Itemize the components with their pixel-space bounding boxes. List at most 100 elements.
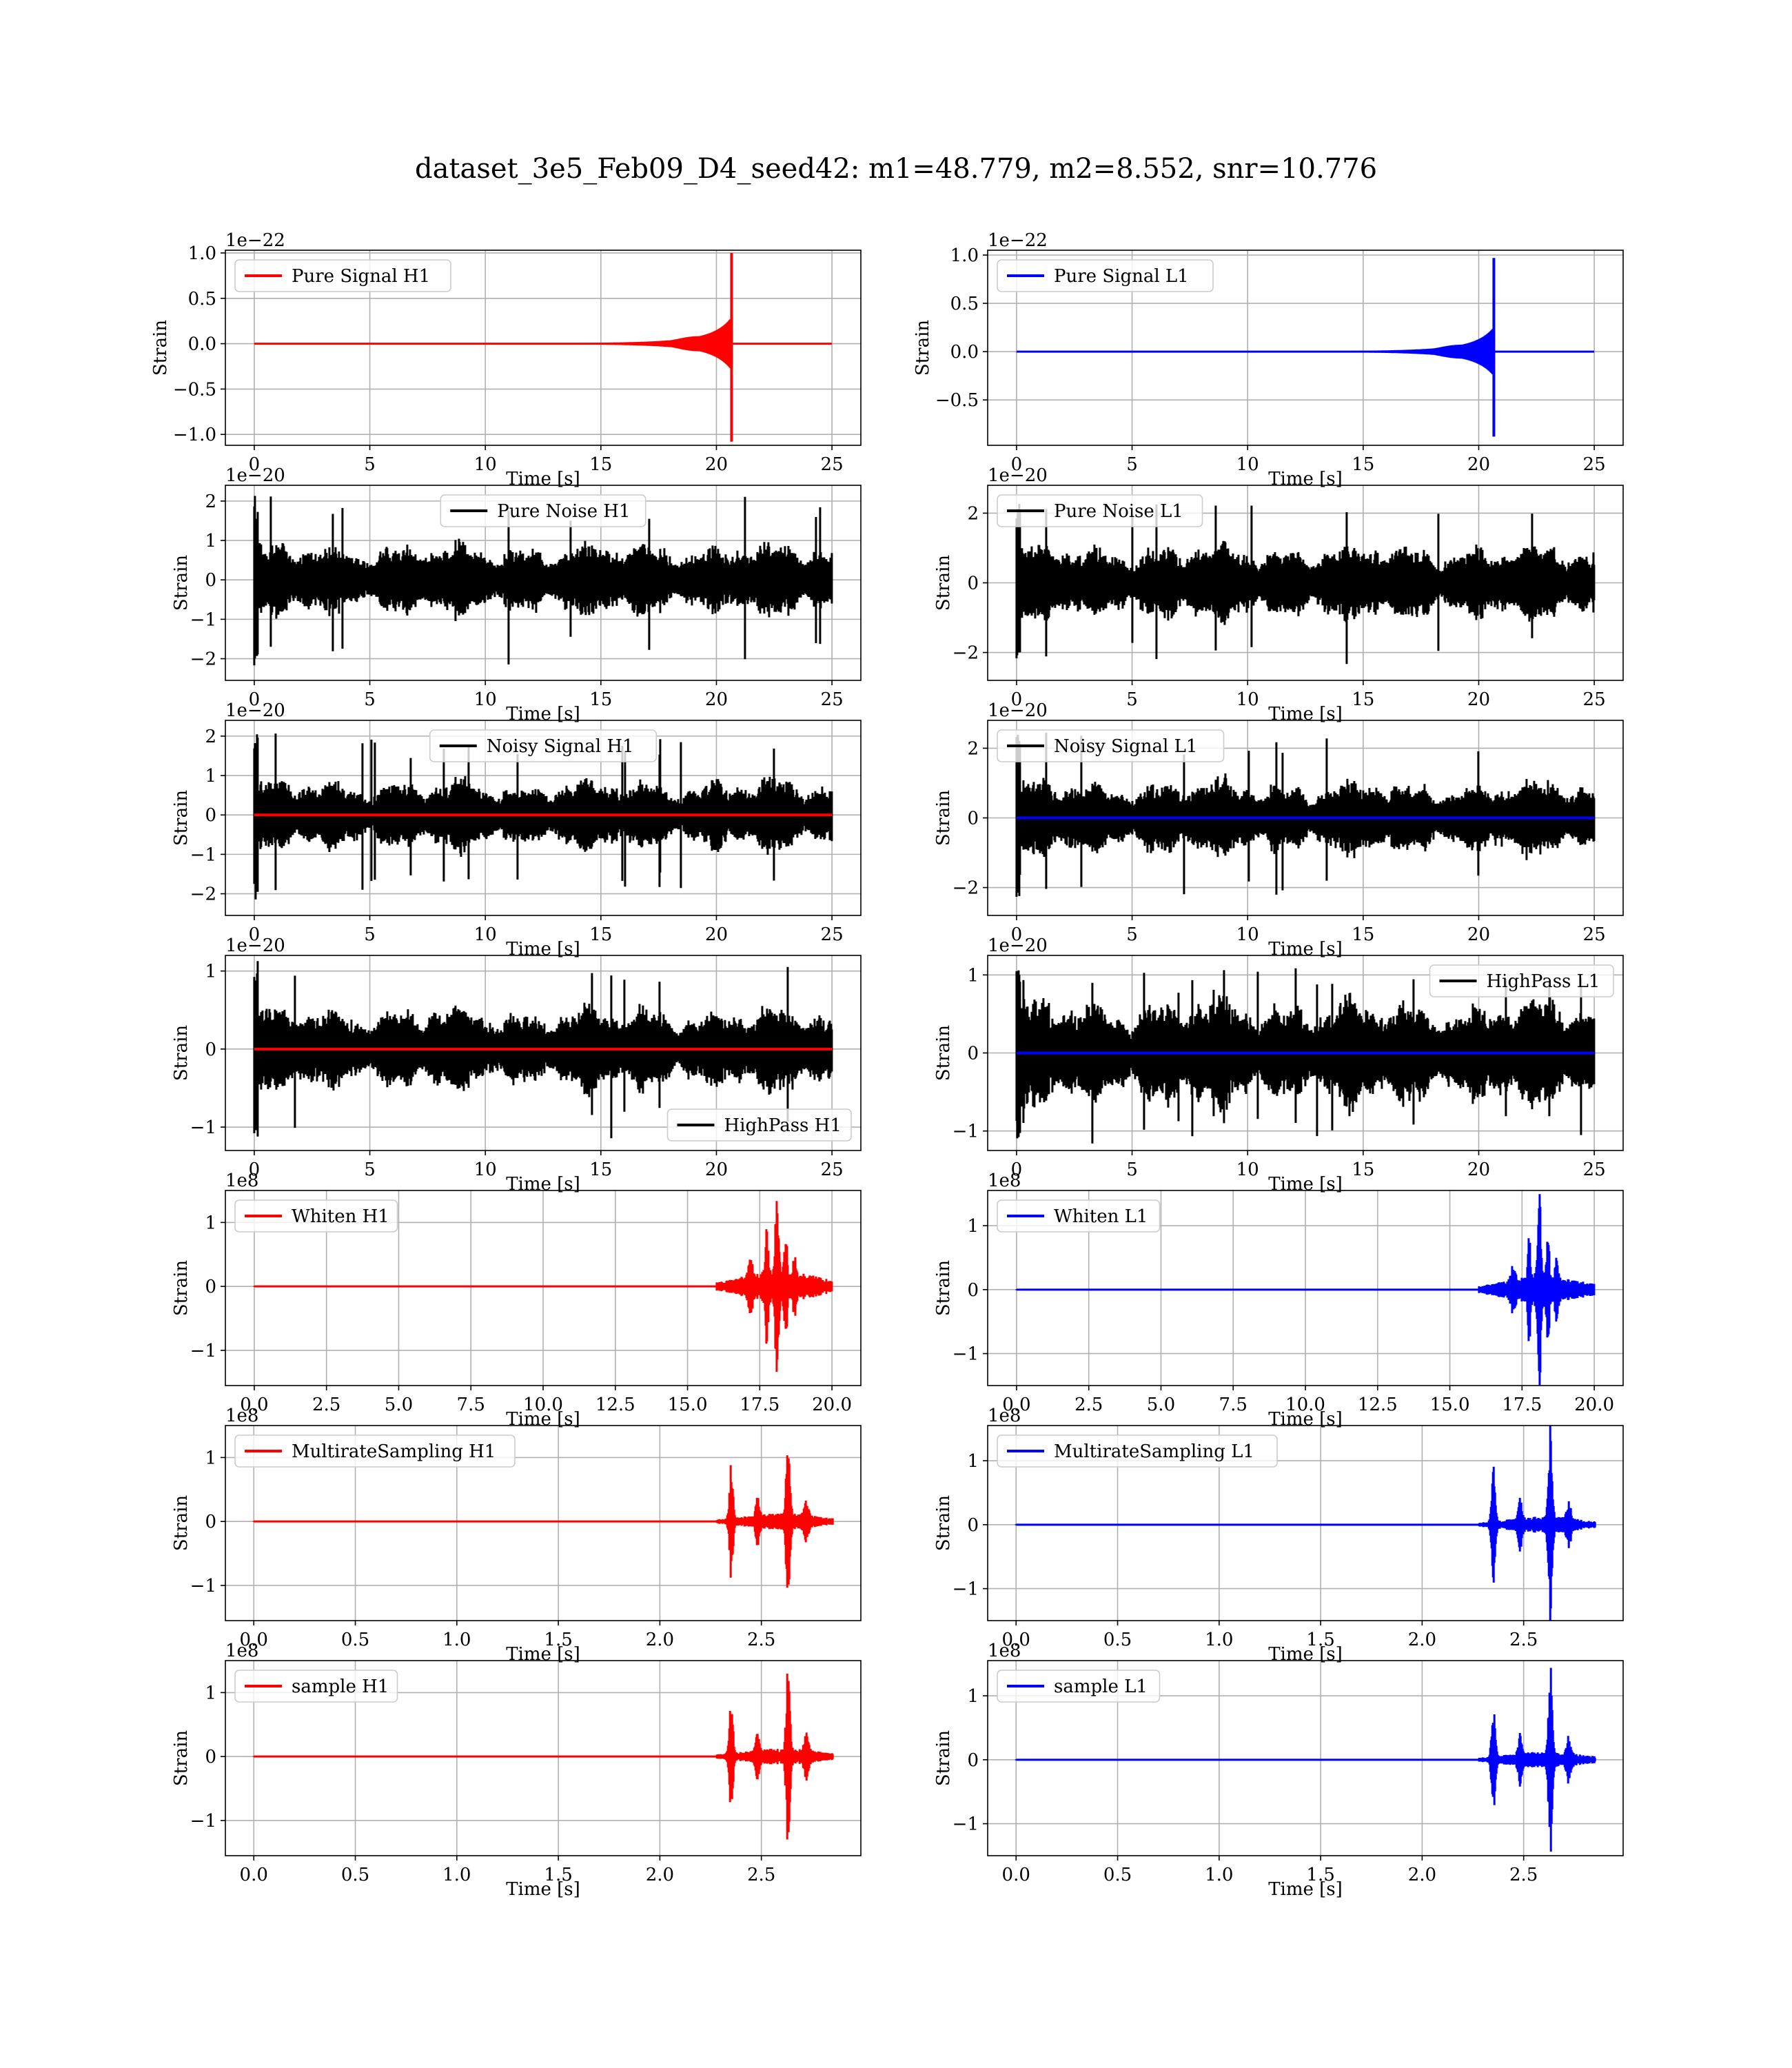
x-tick-label: 2.0 xyxy=(646,1630,674,1650)
y-tick-label: 0 xyxy=(967,1750,979,1771)
y-tick-label: 0 xyxy=(205,805,216,826)
offset-text: 1e8 xyxy=(225,1170,258,1191)
x-tick-label: 1.5 xyxy=(544,1630,572,1650)
y-tick-label: 2 xyxy=(967,503,979,524)
offset-text: 1e−20 xyxy=(225,935,285,956)
x-tick-label: 2.5 xyxy=(1509,1865,1538,1885)
y-axis-label: Strain xyxy=(913,320,933,376)
x-tick-label: 1.0 xyxy=(1205,1865,1233,1885)
x-tick-label: 0 xyxy=(249,924,261,945)
legend: Pure Signal L1 xyxy=(997,259,1214,292)
legend-box xyxy=(429,729,658,762)
legend-box xyxy=(234,1435,516,1468)
offset-text: 1e8 xyxy=(988,1641,1021,1661)
legend: sample L1 xyxy=(997,1670,1161,1703)
axes-frame xyxy=(225,485,862,681)
axes-frame xyxy=(987,250,1624,446)
series-group xyxy=(253,252,833,442)
x-tick-label: 15 xyxy=(1352,1159,1374,1180)
y-tick-label: 1 xyxy=(967,1686,979,1707)
y-axis-label: Strain xyxy=(171,1495,192,1552)
y-tick-label: 2 xyxy=(205,491,216,512)
x-tick-label: 15 xyxy=(1352,454,1374,475)
legend: MultirateSampling L1 xyxy=(997,1435,1278,1468)
legend-box xyxy=(997,494,1203,527)
x-tick-label: 1.5 xyxy=(1306,1630,1334,1650)
y-tick-label: 1 xyxy=(205,766,216,787)
y-tick-label: −1 xyxy=(953,1344,979,1365)
axes-frame xyxy=(225,1425,862,1621)
y-tick-label: −1 xyxy=(953,1122,979,1142)
y-tick-label: 1 xyxy=(967,1216,979,1237)
x-tick-label: 0 xyxy=(1011,924,1023,945)
x-tick-label: 25 xyxy=(1583,689,1606,710)
subplot-highpass-h1: 0 5 10 15 20 25 −1 0 1 1e−20 Time [s] Strain HighPas… xyxy=(171,935,862,1195)
legend-box xyxy=(997,729,1225,762)
y-axis-label: Strain xyxy=(933,790,954,847)
subplot-pure-noise-h1: 0 5 10 15 20 25 −2 −1 0 1 2 1e−20 Time [s] Strain Pure… xyxy=(171,465,862,724)
y-tick-label: 0 xyxy=(967,1044,979,1064)
y-axis-label: Strain xyxy=(171,555,192,611)
legend: Pure Noise L1 xyxy=(997,494,1203,527)
legend-label: Noisy Signal L1 xyxy=(1054,736,1197,757)
x-tick-label: 0 xyxy=(1011,689,1023,710)
x-tick-label: 17.5 xyxy=(740,1395,780,1415)
legend-box xyxy=(666,1108,852,1142)
y-tick-label: −1 xyxy=(953,1579,979,1600)
y-tick-label: −1 xyxy=(190,1341,216,1361)
offset-text: 1e8 xyxy=(988,1170,1021,1191)
series-trace xyxy=(1015,504,1596,665)
x-tick-label: 1.0 xyxy=(442,1630,471,1650)
y-axis-label: Strain xyxy=(933,1730,954,1787)
x-axis-label: Time [s] xyxy=(506,1644,580,1665)
series-group xyxy=(1015,732,1596,897)
x-tick-label: 5 xyxy=(1126,1159,1138,1180)
y-tick-label: −1 xyxy=(190,609,216,630)
x-tick-label: 15 xyxy=(589,1159,612,1180)
x-tick-label: 2.5 xyxy=(747,1630,775,1650)
y-tick-label: 0 xyxy=(967,809,979,829)
series-group xyxy=(252,1673,834,1840)
legend-label: sample L1 xyxy=(1054,1676,1148,1697)
x-tick-label: 0.0 xyxy=(240,1630,268,1650)
legend-label: MultirateSampling H1 xyxy=(292,1441,496,1462)
x-tick-label: 25 xyxy=(1583,1159,1606,1180)
y-axis-label: Strain xyxy=(933,1495,954,1552)
x-tick-label: 2.5 xyxy=(1509,1630,1538,1650)
figure-title: dataset_3e5_Feb09_D4_seed42: m1=48.779, … xyxy=(414,153,1378,185)
x-tick-label: 1.0 xyxy=(1205,1630,1233,1650)
x-tick-label: 5.0 xyxy=(385,1395,413,1415)
x-tick-label: 20 xyxy=(705,924,728,945)
legend-box xyxy=(440,494,646,527)
offset-text: 1e−20 xyxy=(988,465,1048,486)
subplot-pure-noise-l1: 0 5 10 15 20 25 −2 0 2 1e−20 Time [s] Strain Pure No… xyxy=(933,465,1624,724)
axes-frame xyxy=(225,955,862,1151)
y-tick-label: −1 xyxy=(190,1576,216,1596)
subplot-noisy-signal-l1: 0 5 10 15 20 25 −2 0 2 1e−20 Time [s] Strain Noisy S… xyxy=(933,700,1624,960)
y-axis-label: Strain xyxy=(171,1025,192,1082)
x-tick-label: 2.5 xyxy=(312,1395,340,1415)
x-tick-label: 0 xyxy=(249,689,261,710)
x-tick-label: 10 xyxy=(1236,454,1259,475)
legend: HighPass L1 xyxy=(1429,964,1614,997)
series-group xyxy=(253,733,833,900)
x-tick-label: 25 xyxy=(821,454,844,475)
x-tick-label: 20.0 xyxy=(812,1395,852,1415)
x-tick-label: 1.5 xyxy=(1306,1865,1334,1885)
x-tick-label: 25 xyxy=(821,924,844,945)
x-tick-label: 15 xyxy=(589,454,612,475)
subplot-pure-signal-h1: 0 5 10 15 20 25 −1.0 −0.5 0.0 0.5 1.0 1e−22 Time [s]… xyxy=(150,230,862,489)
subplot-highpass-l1: 0 5 10 15 20 25 −1 0 1 1e−20 Time [s] Strain HighPas… xyxy=(933,935,1624,1195)
legend-box xyxy=(234,259,451,292)
x-axis-label: Time [s] xyxy=(1268,1644,1343,1665)
offset-text: 1e−22 xyxy=(988,230,1048,251)
y-tick-label: 2 xyxy=(205,727,216,747)
series-group xyxy=(252,1455,834,1588)
x-tick-label: 15 xyxy=(1352,924,1374,945)
x-tick-label: 10 xyxy=(474,1159,497,1180)
legend-box xyxy=(997,259,1214,292)
x-tick-label: 5 xyxy=(1126,924,1138,945)
series-group xyxy=(1015,1667,1596,1852)
y-tick-label: 0 xyxy=(205,570,216,591)
y-tick-label: 1 xyxy=(967,1451,979,1472)
